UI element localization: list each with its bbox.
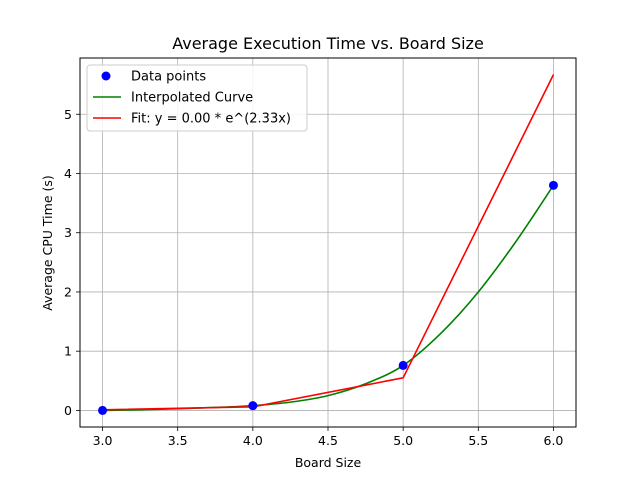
x-tick-label: 3.5: [168, 433, 188, 448]
data-point: [98, 405, 108, 415]
x-axis-label: Board Size: [295, 455, 362, 470]
data-point: [398, 360, 408, 370]
y-tick-label: 5: [64, 107, 72, 122]
x-tick-label: 4.5: [318, 433, 338, 448]
x-tick-label: 5.0: [393, 433, 413, 448]
y-tick-label: 0: [64, 403, 72, 418]
legend-label: Fit: y = 0.00 * e^(2.33x): [131, 112, 291, 127]
y-tick-label: 4: [64, 166, 72, 181]
y-tick-label: 3: [64, 225, 72, 240]
x-tick-label: 3.0: [93, 433, 113, 448]
series-line-2: [102, 74, 555, 411]
legend: Data points Interpolated Curve Fit: y = 0.…: [86, 64, 308, 132]
x-tick-label: 5.5: [468, 433, 488, 448]
chart-title: Average Execution Time vs. Board Size: [172, 34, 484, 53]
y-tick-label: 2: [64, 284, 72, 299]
data-point: [548, 180, 558, 190]
x-tick-label: 4.0: [243, 433, 263, 448]
legend-marker: [101, 71, 111, 81]
data-point: [248, 401, 258, 411]
axis-ticks: 3.0 3.5 4.0 4.5 5.0 5.5 6.0 0 1 2 3 4 5: [64, 107, 563, 448]
y-tick-label: 1: [64, 344, 72, 359]
legend-box: [86, 64, 308, 132]
x-tick-label: 6.0: [544, 433, 564, 448]
legend-label: Interpolated Curve: [131, 91, 253, 106]
y-axis-label: Average CPU Time (s): [40, 175, 55, 311]
legend-label: Data points: [131, 70, 206, 85]
series-layer: [98, 74, 558, 415]
